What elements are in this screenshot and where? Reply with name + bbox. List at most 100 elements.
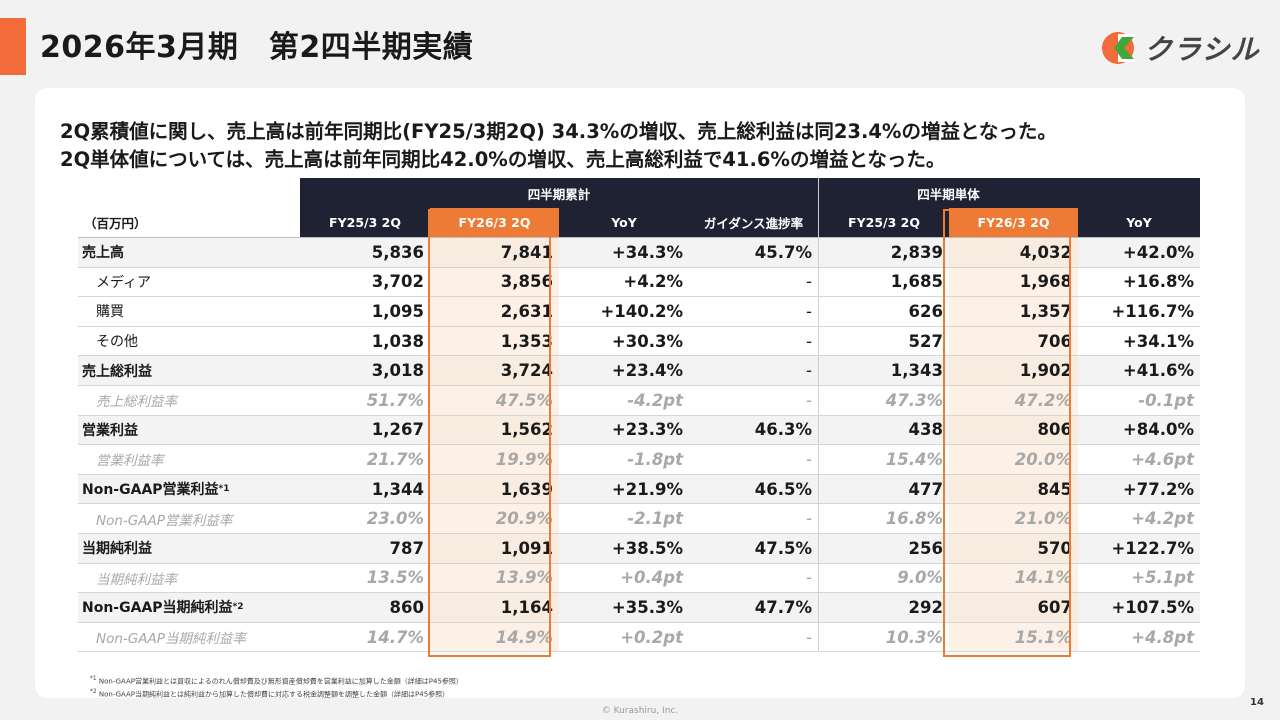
row-label: Non-GAAP営業利益 *1 xyxy=(82,482,230,499)
table-cell: 4,032 xyxy=(949,238,1078,267)
table-cell: - xyxy=(689,622,819,652)
table-row: 当期純利益 787 1,091 +38.5% 47.5% 256 570 +122.7% xyxy=(78,533,1200,564)
table-cell: +4.8pt xyxy=(1131,627,1194,647)
table-cell: 15.4% xyxy=(885,449,943,469)
row-label: メディア xyxy=(96,274,152,291)
table-cell: 1,639 xyxy=(430,474,559,504)
table-cell: +34.3% xyxy=(611,242,683,262)
group-cumulative-header: 四半期累計 xyxy=(300,178,819,208)
table-cell: 1,357 xyxy=(949,297,1078,326)
row-label: Non-GAAP当期純利益率 xyxy=(96,631,246,648)
kurashiru-logo: クラシル xyxy=(1100,28,1259,68)
table-row: その他 1,038 1,353 +30.3% - 527 706 +34.1% xyxy=(78,326,1200,357)
table-cell: 438 xyxy=(908,420,943,440)
table-cell: 2,839 xyxy=(890,242,943,262)
unit-label: （百万円） xyxy=(84,216,147,231)
col-header: FY25/3 2Q xyxy=(300,208,430,237)
table-cell: 570 xyxy=(949,533,1078,563)
table-row: 売上総利益率 51.7% 47.5% -4.2pt - 47.3% 47.2% -0.1pt xyxy=(78,385,1200,416)
table-cell: +4.2pt xyxy=(1131,509,1194,529)
table-cell: 47.7% xyxy=(689,593,819,622)
lead-text: 2Q累積値に関し、売上高は前年同期比(FY25/3期2Q) 34.3%の増収、売… xyxy=(60,118,1057,174)
table-cell: +5.1pt xyxy=(1131,568,1194,588)
table-cell: 845 xyxy=(949,474,1078,504)
table-row: 当期純利益率 13.5% 13.9% +0.4pt - 9.0% 14.1% +5.1pt xyxy=(78,563,1200,594)
table-cell: -4.2pt xyxy=(627,390,683,410)
table-cell: +23.3% xyxy=(611,420,683,440)
table-row: メディア 3,702 3,856 +4.2% - 1,685 1,968 +16.8% xyxy=(78,267,1200,298)
table-row: Non-GAAP営業利益 *1 1,344 1,639 +21.9% 46.5% 477 84… xyxy=(78,474,1200,505)
table-cell: - xyxy=(689,297,819,326)
row-label: 当期純利益 xyxy=(82,541,152,558)
table-cell: 1,091 xyxy=(430,533,559,563)
table-cell: 477 xyxy=(908,479,943,499)
col-header: FY25/3 2Q xyxy=(819,208,949,237)
row-label: Non-GAAP当期純利益 *2 xyxy=(82,600,244,617)
table-row: Non-GAAP当期純利益率 14.7% 14.9% +0.2pt - 10.3% 15.1… xyxy=(78,622,1200,653)
table-cell: -0.1pt xyxy=(1138,390,1194,410)
table-cell: 10.3% xyxy=(885,627,943,647)
title-accent-bar xyxy=(0,18,26,75)
table-cell: 1,095 xyxy=(371,301,424,321)
table-cell: 51.7% xyxy=(366,390,424,410)
table-cell: 527 xyxy=(908,331,943,351)
table-cell: 706 xyxy=(949,326,1078,356)
table-row: 売上総利益 3,018 3,724 +23.4% - 1,343 1,902 +41.6% xyxy=(78,356,1200,386)
row-label: 営業利益 xyxy=(82,422,138,439)
table-cell: 1,267 xyxy=(371,420,424,440)
slide-title: 2026年3月期 第2四半期実績 xyxy=(40,30,474,65)
table-cell: 46.3% xyxy=(689,415,819,445)
table-cell: 5,836 xyxy=(371,242,424,262)
table-cell: 806 xyxy=(949,415,1078,445)
col-header: ガイダンス進捗率 xyxy=(689,208,819,237)
table-cell: 7,841 xyxy=(430,238,559,267)
table-row: 営業利益率 21.7% 19.9% -1.8pt - 15.4% 20.0% +4.6pt xyxy=(78,445,1200,475)
group-header-row: 四半期累計 四半期単体 xyxy=(78,178,1200,208)
footnote-marker: *2 xyxy=(232,602,244,613)
table-cell: +41.6% xyxy=(1122,361,1194,381)
table-cell: 1,343 xyxy=(890,361,943,381)
row-label: 売上総利益 xyxy=(82,363,152,380)
table-cell: 1,353 xyxy=(430,326,559,356)
table-cell: - xyxy=(689,385,819,415)
table-cell: 47.5% xyxy=(430,385,559,415)
row-label: 購買 xyxy=(96,304,124,321)
table-cell: 2,631 xyxy=(430,297,559,326)
lead-line-2: 2Q単体値については、売上高は前年同期比42.0%の増収、売上高総利益で41.6… xyxy=(60,148,946,171)
row-label: 営業利益率 xyxy=(96,453,164,470)
group-single-header: 四半期単体 xyxy=(819,178,1078,208)
table-cell: +0.2pt xyxy=(620,627,683,647)
table-cell: +23.4% xyxy=(611,361,683,381)
table-cell: 13.9% xyxy=(430,563,559,593)
col-header: YoY xyxy=(559,208,689,237)
table-cell: 1,902 xyxy=(949,356,1078,385)
table-cell: +16.8% xyxy=(1122,272,1194,292)
table-cell: +35.3% xyxy=(611,597,683,617)
table-cell: -1.8pt xyxy=(627,449,683,469)
table-cell: 626 xyxy=(908,301,943,321)
table-cell: - xyxy=(689,326,819,356)
col-header: FY26/3 2Q xyxy=(430,208,559,237)
table-cell: - xyxy=(689,504,819,533)
table-cell: 9.0% xyxy=(897,568,943,588)
table-cell: +4.2% xyxy=(623,272,683,292)
table-cell: +84.0% xyxy=(1122,420,1194,440)
table-cell: 23.0% xyxy=(366,509,424,529)
table-cell: +38.5% xyxy=(611,538,683,558)
table-cell: 14.9% xyxy=(430,622,559,652)
table-body: 売上高 5,836 7,841 +34.3% 45.7% 2,839 4,032 +42.0%… xyxy=(78,238,1200,653)
table-cell: +4.6pt xyxy=(1131,449,1194,469)
table-cell: 1,038 xyxy=(371,331,424,351)
table-cell: 47.2% xyxy=(949,385,1078,415)
table-cell: 21.7% xyxy=(366,449,424,469)
table-cell: 14.7% xyxy=(366,627,424,647)
table-cell: 21.0% xyxy=(949,504,1078,533)
kurashiru-logo-icon xyxy=(1102,32,1136,64)
lead-line-1: 2Q累積値に関し、売上高は前年同期比(FY25/3期2Q) 34.3%の増収、売… xyxy=(60,120,1057,143)
table-row: Non-GAAP営業利益率 23.0% 20.9% -2.1pt - 16.8% 21.0%… xyxy=(78,504,1200,534)
column-header-row: （百万円） FY25/3 2Q FY26/3 2Q YoY ガイダンス進捗率 F… xyxy=(78,208,1200,238)
table-cell: 15.1% xyxy=(949,622,1078,652)
table-cell: -2.1pt xyxy=(627,509,683,529)
col-header: YoY xyxy=(1078,208,1200,237)
table-cell: 47.3% xyxy=(885,390,943,410)
